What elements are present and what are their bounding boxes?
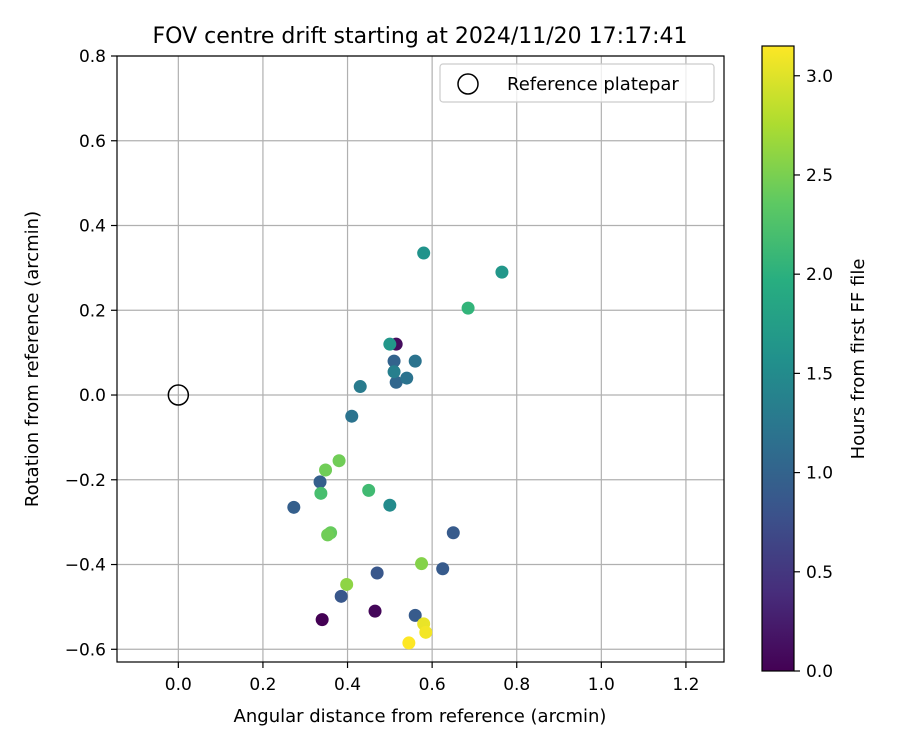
colorbar-tick-label: 2.0 xyxy=(806,265,833,285)
data-point xyxy=(408,354,422,368)
data-point xyxy=(495,265,509,279)
colorbar-tick-label: 3.0 xyxy=(806,67,833,87)
data-point xyxy=(334,589,348,603)
data-point xyxy=(400,371,414,385)
data-point xyxy=(436,562,450,576)
data-point xyxy=(446,526,460,540)
data-point xyxy=(387,365,401,379)
legend: Reference platepar xyxy=(439,63,715,103)
data-point xyxy=(417,246,431,260)
y-axis-ticks: −0.6 −0.4 −0.2 0.0 0.2 0.4 0.6 0.8 xyxy=(65,47,117,660)
data-point xyxy=(362,483,376,497)
x-tick-label: 0.4 xyxy=(334,675,361,695)
colorbar-tick-label: 1.0 xyxy=(806,464,833,484)
x-tick-label: 1.0 xyxy=(588,675,615,695)
data-point xyxy=(313,475,327,489)
data-point xyxy=(370,566,384,580)
chart-title: FOV centre drift starting at 2024/11/20 … xyxy=(153,24,688,49)
colorbar-tick-label: 0.5 xyxy=(806,563,833,583)
colorbar-tick-label: 2.5 xyxy=(806,166,833,186)
y-axis-label: Rotation from reference (arcmin) xyxy=(22,211,43,507)
x-axis-label: Angular distance from reference (arcmin) xyxy=(234,706,607,727)
y-tick-label: 0.2 xyxy=(79,301,106,321)
data-point xyxy=(383,498,397,512)
colorbar-tick-label: 0.0 xyxy=(806,662,833,682)
legend-label-reference: Reference platepar xyxy=(507,74,679,95)
x-tick-label: 0.8 xyxy=(503,675,530,695)
data-point xyxy=(402,636,416,650)
x-axis-ticks: 0.0 0.2 0.4 0.6 0.8 1.0 1.2 xyxy=(165,662,699,695)
data-point xyxy=(321,528,335,542)
x-tick-label: 0.0 xyxy=(165,675,192,695)
reference-marker-layer xyxy=(167,384,190,406)
y-tick-label: −0.2 xyxy=(65,471,106,491)
data-point xyxy=(461,301,475,315)
colorbar-gradient xyxy=(761,45,795,672)
colorbar-label: Hours from first FF file xyxy=(848,259,869,460)
data-point xyxy=(387,354,401,368)
y-tick-label: 0.0 xyxy=(79,386,106,406)
colorbar-tick-label: 1.5 xyxy=(806,364,833,384)
data-point xyxy=(314,486,328,500)
grid xyxy=(117,55,724,662)
data-point xyxy=(415,557,429,571)
data-point xyxy=(332,454,346,468)
x-tick-label: 0.2 xyxy=(249,675,276,695)
y-tick-label: 0.8 xyxy=(79,47,106,67)
y-tick-label: 0.4 xyxy=(79,217,106,237)
data-point xyxy=(383,337,397,351)
reference-platepar-marker xyxy=(167,384,190,406)
data-point xyxy=(345,409,359,423)
y-tick-label: −0.4 xyxy=(65,556,106,576)
x-tick-label: 1.2 xyxy=(672,675,699,695)
colorbar-ticks: 0.0 0.5 1.0 1.5 2.0 2.5 3.0 xyxy=(794,67,833,682)
data-point xyxy=(408,608,422,622)
y-tick-label: 0.6 xyxy=(79,132,106,152)
colorbar: 0.0 0.5 1.0 1.5 2.0 2.5 3.0 Hours from first F… xyxy=(761,45,869,682)
data-points xyxy=(287,246,509,650)
data-point xyxy=(287,500,301,514)
data-point xyxy=(368,604,382,618)
y-tick-label: −0.6 xyxy=(65,640,106,660)
plot-frame xyxy=(116,55,725,663)
data-point xyxy=(389,375,403,389)
legend-box xyxy=(439,63,715,103)
data-point xyxy=(419,625,433,639)
data-point xyxy=(319,463,333,477)
data-point xyxy=(353,380,367,394)
legend-reference-marker xyxy=(457,73,479,95)
x-tick-label: 0.6 xyxy=(419,675,446,695)
data-point xyxy=(340,577,354,591)
data-point xyxy=(315,613,329,627)
